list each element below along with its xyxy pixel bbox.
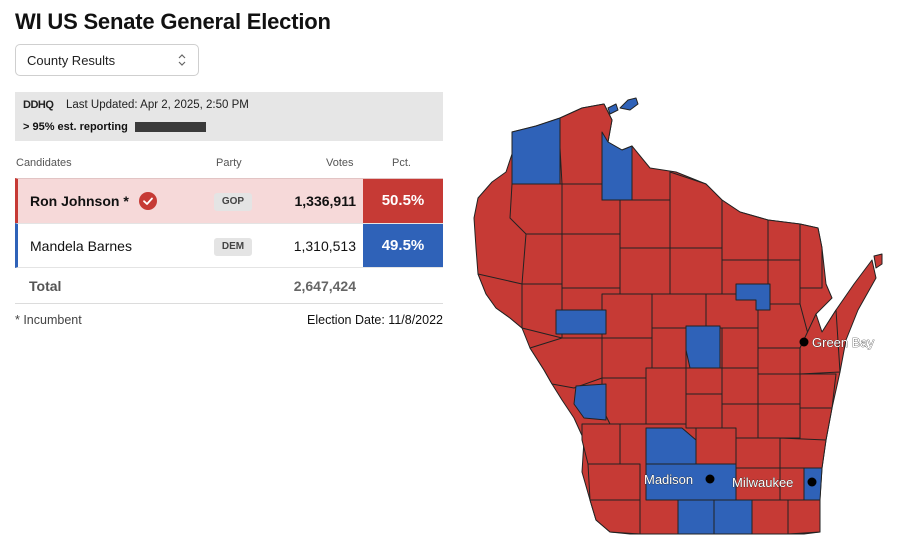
header-votes: Votes (326, 157, 354, 169)
city-label: Milwaukee (732, 475, 793, 490)
vote-count: 1,310,513 (293, 238, 356, 254)
map-island (619, 97, 639, 111)
view-select-value: County Results (27, 52, 116, 68)
candidate-name: Ron Johnson * (30, 193, 129, 209)
map-county-dem (735, 283, 771, 311)
total-row: Total 2,647,424 (15, 268, 443, 304)
map-county-dem (601, 131, 633, 201)
map-county-dem (677, 499, 715, 535)
city-marker-green-bay: Green Bay (799, 335, 875, 350)
city-label: Madison (644, 472, 693, 487)
header-candidates: Candidates (16, 157, 72, 169)
map-county-dem (573, 383, 607, 421)
vote-percent: 50.5% (363, 179, 443, 223)
winner-check-icon (139, 192, 157, 210)
party-badge: GOP (214, 193, 252, 211)
map-county-dem (713, 499, 753, 535)
county-results-map: Green Bay Madison Milwaukee (473, 97, 883, 535)
page-title: WI US Senate General Election (15, 9, 331, 34)
map-county-dem (555, 309, 607, 335)
vote-count: 1,336,911 (294, 193, 356, 209)
header-pct: Pct. (392, 157, 411, 169)
map-island (607, 103, 619, 115)
city-label: Green Bay (812, 335, 875, 350)
map-door-peninsula (873, 253, 883, 269)
map-county-dem (645, 427, 697, 467)
incumbent-note: * Incumbent (15, 313, 82, 327)
vote-percent: 49.5% (363, 224, 443, 267)
city-marker-madison: Madison (644, 472, 715, 487)
city-marker-milwaukee: Milwaukee (732, 475, 817, 490)
total-votes: 2,647,424 (293, 278, 356, 294)
last-updated-text: Last Updated: Apr 2, 2025, 2:50 PM (66, 99, 249, 111)
status-banner: DDHQ Last Updated: Apr 2, 2025, 2:50 PM … (15, 92, 443, 141)
candidate-row-barnes: Mandela Barnes DEM 1,310,513 49.5% (15, 223, 443, 268)
party-badge: DEM (214, 238, 252, 256)
reporting-text: > 95% est. reporting (23, 121, 128, 133)
ddhq-logo: DDHQ (23, 99, 54, 111)
map-county-dem (685, 325, 721, 369)
election-date: Election Date: 11/8/2022 (307, 313, 443, 327)
reporting-bar (135, 122, 206, 132)
candidate-row-johnson: Ron Johnson * GOP 1,336,911 50.5% (15, 178, 443, 223)
view-select[interactable]: County Results (15, 44, 199, 76)
total-label: Total (29, 278, 62, 294)
map-county-dem (511, 117, 561, 185)
chevron-up-down-icon (178, 54, 186, 66)
header-party: Party (216, 157, 242, 169)
candidate-name: Mandela Barnes (30, 238, 132, 254)
